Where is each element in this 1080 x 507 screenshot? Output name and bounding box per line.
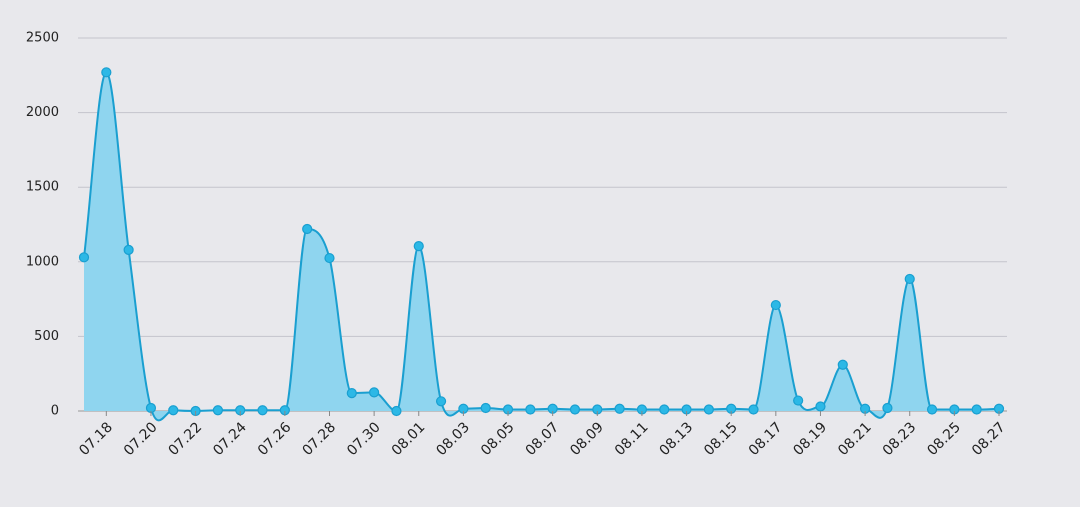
area-line <box>83 71 1000 422</box>
data-point <box>837 359 848 370</box>
x-tick-label: 07.26 <box>255 419 295 459</box>
y-tick-label: 1000 <box>26 254 59 269</box>
x-tick-label: 08.09 <box>567 419 607 459</box>
data-point <box>302 223 313 235</box>
x-tick-label: 07.28 <box>299 419 339 459</box>
data-point <box>904 273 915 285</box>
area-fill <box>84 72 999 421</box>
x-tick-label: 08.07 <box>523 419 563 459</box>
x-tick-label: 07.30 <box>344 419 384 459</box>
data-point <box>123 244 134 255</box>
data-point <box>101 67 112 78</box>
x-tick-label: 07.22 <box>166 419 206 459</box>
data-point <box>324 252 335 264</box>
data-point <box>793 395 804 406</box>
data-point <box>882 402 893 414</box>
x-tick-label: 08.11 <box>612 419 652 459</box>
x-tick-label: 07.20 <box>121 419 161 459</box>
data-point <box>346 387 357 399</box>
data-point <box>659 404 670 415</box>
data-point <box>770 299 781 311</box>
data-point <box>569 404 581 415</box>
y-tick-label: 1500 <box>26 180 59 195</box>
data-point <box>703 404 714 415</box>
data-point <box>257 405 268 416</box>
x-tick-label: 08.01 <box>389 419 429 459</box>
x-tick-label: 08.23 <box>880 419 920 459</box>
data-point <box>369 387 380 398</box>
data-point <box>614 403 625 414</box>
data-point <box>168 405 179 416</box>
y-tick-label: 0 <box>51 404 59 419</box>
y-tick-label: 2000 <box>26 105 59 120</box>
x-tick-label: 08.21 <box>835 419 875 459</box>
x-tick-label: 07.18 <box>76 419 116 459</box>
x-tick-label: 08.19 <box>790 419 830 459</box>
data-point <box>926 404 938 415</box>
x-tick-label: 08.27 <box>969 419 1009 459</box>
data-point <box>971 404 982 415</box>
data-point <box>212 405 224 416</box>
x-tick-label: 07.24 <box>210 419 250 459</box>
x-tick-label: 08.03 <box>433 419 473 459</box>
x-tick-label: 08.05 <box>478 419 518 459</box>
data-point <box>480 402 491 414</box>
data-point <box>815 401 826 412</box>
x-tick-label: 08.13 <box>657 419 697 459</box>
data-point <box>78 252 90 263</box>
x-tick-label: 08.15 <box>701 419 741 459</box>
x-tick-label: 08.17 <box>746 419 786 459</box>
y-tick-label: 500 <box>34 329 59 344</box>
y-tick-label: 2500 <box>26 31 59 46</box>
data-point <box>748 404 759 415</box>
data-point <box>413 241 424 252</box>
data-point <box>525 404 536 415</box>
data-point <box>391 405 402 417</box>
data-point <box>435 396 447 407</box>
x-tick-label: 08.25 <box>924 419 964 459</box>
